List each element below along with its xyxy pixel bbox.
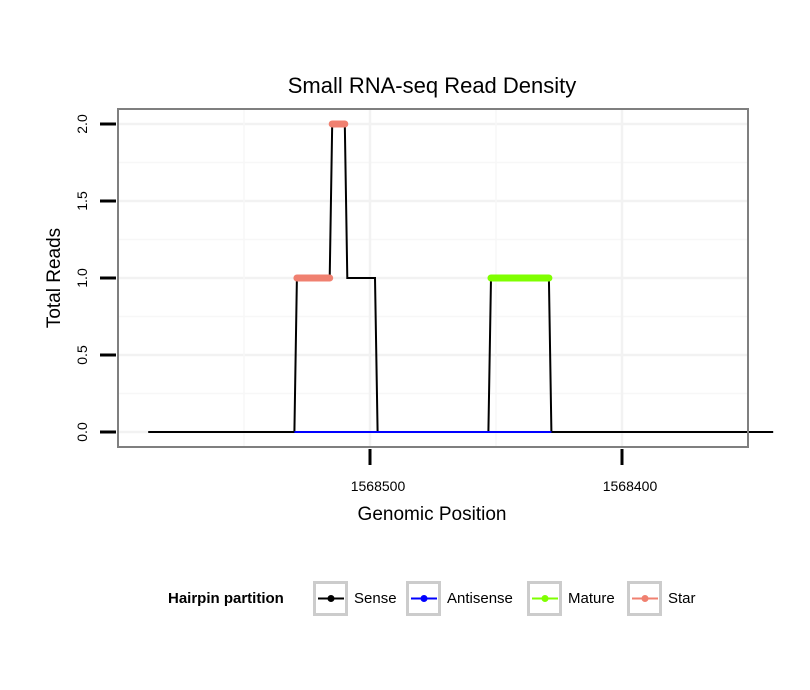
y-tick-label: 0.5	[74, 345, 90, 365]
legend-label-antisense: Antisense	[447, 590, 513, 607]
y-tick-label: 2.0	[74, 114, 90, 134]
plot-series	[148, 120, 774, 433]
legend-label-sense: Sense	[354, 590, 397, 607]
y-tick-label: 0.0	[74, 422, 90, 442]
legend-label-star: Star	[668, 590, 696, 607]
grid	[118, 109, 748, 447]
y-axis-title: Total Reads	[44, 228, 65, 328]
legend-key-point-mature	[541, 595, 549, 602]
y-tick-label: 1.5	[74, 191, 90, 211]
legend-key-point-sense	[327, 595, 335, 602]
x-axis-title: Genomic Position	[358, 504, 507, 525]
legend-key-point-star	[641, 595, 649, 602]
legend-title: Hairpin partition	[168, 590, 284, 607]
axes: 0.0 0.5 1.0 1.5 2.0 1568500 1568400	[74, 114, 657, 494]
y-tick-label: 1.0	[74, 268, 90, 288]
chart-title: Small RNA-seq Read Density	[288, 73, 577, 98]
legend-label-mature: Mature	[568, 590, 615, 607]
legend: Hairpin partition Sense Antisense Mature St…	[168, 581, 696, 616]
x-tick-label: 1568500	[351, 478, 406, 494]
plot-panel-border	[117, 108, 749, 448]
legend-key-point-antisense	[420, 595, 428, 602]
x-tick-label: 1568400	[603, 478, 658, 494]
